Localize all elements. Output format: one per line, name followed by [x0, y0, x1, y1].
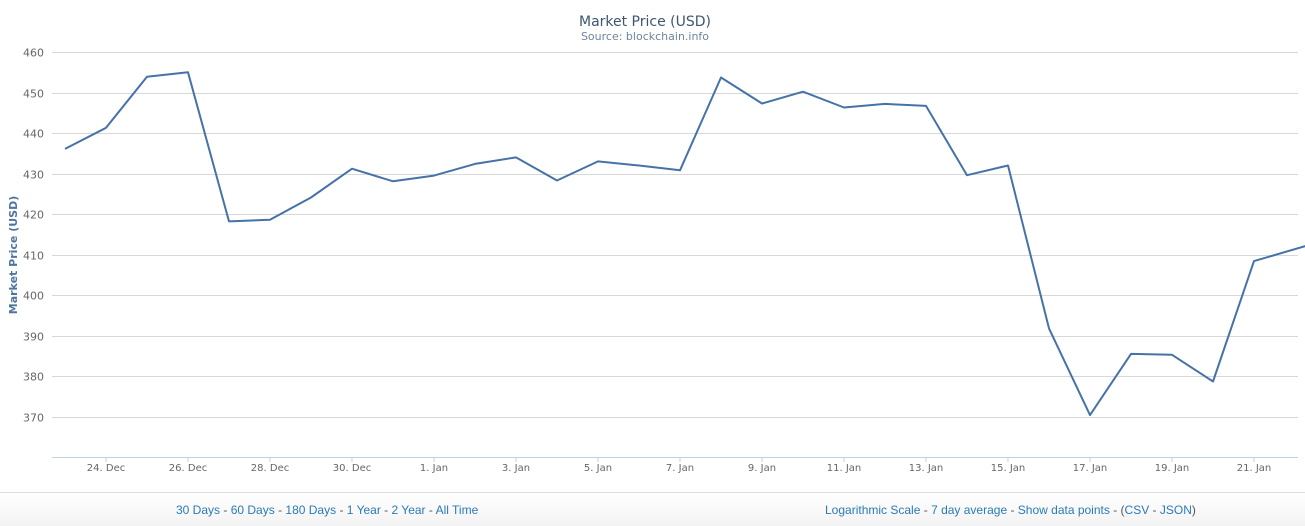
range-link-60-days[interactable]: 60 Days: [230, 503, 275, 517]
range-link-all-time[interactable]: All Time: [435, 503, 479, 517]
x-tick-label: 5. Jan: [584, 463, 612, 474]
x-tick-label: 13. Jan: [909, 463, 944, 474]
y-tick-label: 410: [23, 250, 44, 263]
y-tick-label: 420: [23, 209, 44, 222]
y-tick-label: 400: [23, 290, 44, 303]
x-tick-label: 21. Jan: [1237, 463, 1272, 474]
x-tick-label: 7. Jan: [666, 463, 694, 474]
x-tick-label: 30. Dec: [333, 463, 371, 474]
link-separator: -: [1149, 503, 1160, 517]
range-link-1-year[interactable]: 1 Year: [346, 503, 381, 517]
export-link-csv[interactable]: CSV: [1124, 503, 1150, 517]
x-tick-label: 11. Jan: [827, 463, 862, 474]
option-link-logarithmic-scale[interactable]: Logarithmic Scale: [825, 503, 921, 517]
option-link-show-data-points[interactable]: Show data points: [1017, 503, 1110, 517]
x-tick-label: 9. Jan: [748, 463, 776, 474]
x-tick-label: 28. Dec: [251, 463, 289, 474]
y-tick-label: 380: [23, 371, 44, 384]
x-tick-label: 17. Jan: [1073, 463, 1108, 474]
chart-container: Market Price (USD) Source: blockchain.in…: [7, 14, 1305, 474]
y-axis-ticks: 370 380 390 400 410 420 430 440 450 460: [23, 47, 44, 425]
x-axis-ticks: 24. Dec 26. Dec 28. Dec 30. Dec 1. Jan 3. Jan…: [87, 457, 1271, 474]
x-tick-label: 3. Jan: [502, 463, 530, 474]
link-separator: -: [274, 503, 286, 517]
chart-option-links: Logarithmic Scale - 7 day average - Show…: [825, 503, 1196, 517]
link-separator: (: [1120, 503, 1125, 517]
y-tick-label: 440: [23, 128, 44, 141]
link-separator: -: [1109, 503, 1121, 517]
x-tick-label: 1. Jan: [420, 463, 448, 474]
chart-footer: 30 Days - 60 Days - 180 Days - 1 Year - …: [0, 492, 1305, 526]
link-separator: -: [425, 503, 436, 517]
price-series-line[interactable]: [64, 71, 1305, 417]
link-separator: -: [220, 503, 231, 517]
range-link-30-days[interactable]: 30 Days: [176, 503, 221, 517]
chart-title: Market Price (USD): [579, 14, 711, 30]
link-separator: -: [336, 503, 347, 517]
export-link-json[interactable]: JSON: [1159, 503, 1192, 517]
option-link-7-day-average[interactable]: 7 day average: [931, 503, 1008, 517]
range-link-2-year[interactable]: 2 Year: [391, 503, 426, 517]
y-tick-label: 390: [23, 331, 44, 344]
line-chart: Market Price (USD) Source: blockchain.in…: [7, 14, 1305, 474]
y-tick-label: 450: [23, 88, 44, 101]
link-separator: -: [1007, 503, 1018, 517]
range-link-180-days[interactable]: 180 Days: [285, 503, 337, 517]
x-tick-label: 15. Jan: [991, 463, 1026, 474]
y-axis-title: Market Price (USD): [7, 196, 20, 314]
x-tick-label: 24. Dec: [87, 463, 125, 474]
link-separator: ): [1191, 503, 1196, 517]
x-tick-label: 19. Jan: [1155, 463, 1190, 474]
link-separator: -: [920, 503, 932, 517]
y-tick-label: 370: [23, 412, 44, 425]
link-separator: -: [380, 503, 392, 517]
y-tick-label: 430: [23, 169, 44, 182]
x-tick-label: 26. Dec: [169, 463, 207, 474]
y-tick-label: 460: [23, 47, 44, 60]
grid-lines: [52, 52, 1298, 418]
time-range-links: 30 Days - 60 Days - 180 Days - 1 Year - …: [176, 503, 478, 517]
chart-subtitle: Source: blockchain.info: [581, 30, 709, 43]
